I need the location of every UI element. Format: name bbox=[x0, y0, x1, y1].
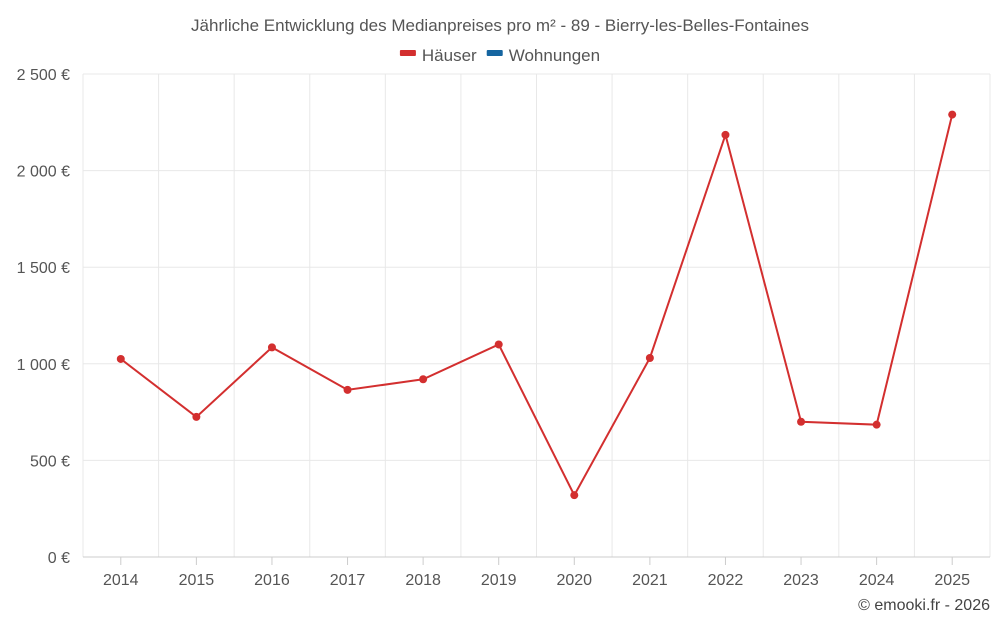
x-tick-label: 2018 bbox=[405, 572, 441, 589]
legend-swatch bbox=[399, 50, 416, 56]
data-point[interactable] bbox=[645, 354, 654, 363]
y-tick-label: 1 000 € bbox=[17, 357, 70, 374]
data-point[interactable] bbox=[570, 491, 579, 500]
series-line-0 bbox=[120, 114, 954, 498]
x-tick-label: 2025 bbox=[934, 572, 970, 589]
data-point[interactable] bbox=[419, 375, 428, 384]
legend-item-1[interactable]: Wohnungen bbox=[486, 46, 600, 65]
y-tick-label: 0 € bbox=[48, 550, 70, 567]
y-tick-label: 2 000 € bbox=[17, 164, 70, 181]
x-tick-label: 2020 bbox=[556, 572, 592, 589]
credit-text: © emooki.fr - 2026 bbox=[858, 597, 990, 614]
data-point[interactable] bbox=[948, 110, 957, 119]
data-point[interactable] bbox=[494, 340, 503, 349]
chart-title: Jährliche Entwicklung des Medianpreises … bbox=[191, 16, 809, 35]
data-point[interactable] bbox=[192, 412, 201, 421]
data-point[interactable] bbox=[797, 417, 806, 426]
data-point[interactable] bbox=[343, 385, 352, 394]
data-point[interactable] bbox=[721, 130, 730, 139]
legend-swatch bbox=[486, 50, 503, 56]
axes: 0 € 500 € 1 000 € 1 500 € 2 000 € 2 500 € 2014… bbox=[17, 67, 990, 589]
grid bbox=[82, 73, 991, 557]
series-layer bbox=[116, 110, 957, 500]
x-tick-label: 2019 bbox=[481, 572, 517, 589]
x-tick-label: 2022 bbox=[708, 572, 744, 589]
data-point[interactable] bbox=[267, 343, 276, 352]
x-tick-label: 2016 bbox=[254, 572, 290, 589]
x-tick-label: 2014 bbox=[103, 572, 139, 589]
x-tick-label: 2024 bbox=[859, 572, 895, 589]
y-tick-label: 2 500 € bbox=[17, 67, 70, 84]
x-tick-label: 2023 bbox=[783, 572, 819, 589]
y-tick-label: 500 € bbox=[30, 453, 70, 470]
y-tick-label: 1 500 € bbox=[17, 260, 70, 277]
data-point[interactable] bbox=[872, 420, 881, 429]
legend-label: Häuser bbox=[422, 46, 477, 65]
legend-item-0[interactable]: Häuser bbox=[399, 46, 477, 65]
legend-label: Wohnungen bbox=[509, 46, 600, 65]
x-tick-label: 2015 bbox=[179, 572, 215, 589]
x-tick-label: 2017 bbox=[330, 572, 366, 589]
legend: Häuser Wohnungen bbox=[399, 46, 600, 65]
x-tick-label: 2021 bbox=[632, 572, 668, 589]
data-point[interactable] bbox=[116, 354, 125, 363]
